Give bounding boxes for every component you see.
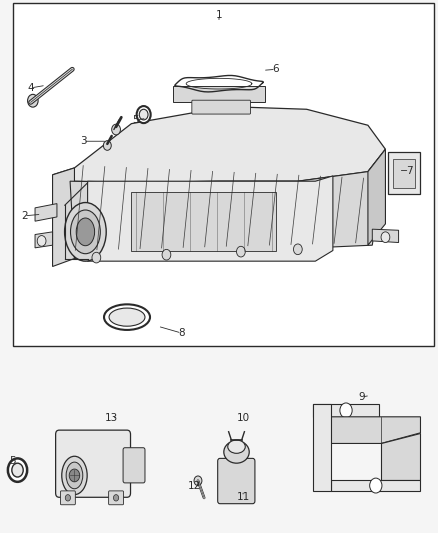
Text: 6: 6 bbox=[272, 64, 279, 74]
Circle shape bbox=[194, 476, 202, 486]
Ellipse shape bbox=[76, 218, 95, 246]
Ellipse shape bbox=[62, 456, 87, 495]
FancyBboxPatch shape bbox=[388, 152, 420, 194]
Ellipse shape bbox=[224, 441, 249, 463]
Circle shape bbox=[69, 469, 80, 482]
Polygon shape bbox=[313, 404, 379, 417]
Polygon shape bbox=[70, 149, 385, 259]
Ellipse shape bbox=[109, 308, 145, 326]
Polygon shape bbox=[368, 149, 385, 245]
Circle shape bbox=[92, 252, 101, 263]
Ellipse shape bbox=[104, 304, 150, 330]
Circle shape bbox=[340, 403, 352, 418]
Polygon shape bbox=[313, 404, 331, 491]
Circle shape bbox=[237, 246, 245, 257]
FancyBboxPatch shape bbox=[192, 100, 251, 114]
Ellipse shape bbox=[66, 462, 83, 489]
FancyBboxPatch shape bbox=[109, 491, 124, 505]
FancyBboxPatch shape bbox=[123, 448, 145, 483]
Circle shape bbox=[370, 478, 382, 493]
Text: 11: 11 bbox=[237, 492, 250, 502]
Circle shape bbox=[293, 244, 302, 255]
Polygon shape bbox=[53, 168, 74, 266]
FancyBboxPatch shape bbox=[173, 86, 265, 102]
Polygon shape bbox=[88, 176, 333, 261]
Ellipse shape bbox=[228, 440, 245, 453]
Text: 13: 13 bbox=[105, 414, 118, 423]
Text: 4: 4 bbox=[27, 83, 34, 93]
Polygon shape bbox=[331, 480, 420, 491]
Polygon shape bbox=[331, 417, 420, 443]
Text: 8: 8 bbox=[178, 328, 185, 338]
Text: 12: 12 bbox=[188, 481, 201, 491]
Circle shape bbox=[8, 458, 27, 482]
Circle shape bbox=[139, 109, 148, 120]
Text: 10: 10 bbox=[237, 414, 250, 423]
Circle shape bbox=[137, 106, 151, 123]
Text: 3: 3 bbox=[80, 136, 87, 146]
Circle shape bbox=[65, 495, 71, 501]
Text: 7: 7 bbox=[406, 166, 413, 175]
Ellipse shape bbox=[71, 210, 100, 254]
Text: 1: 1 bbox=[215, 10, 223, 20]
Text: 9: 9 bbox=[358, 392, 365, 402]
FancyBboxPatch shape bbox=[60, 491, 75, 505]
FancyBboxPatch shape bbox=[131, 192, 276, 251]
Circle shape bbox=[12, 463, 23, 477]
Circle shape bbox=[37, 236, 46, 246]
Polygon shape bbox=[372, 229, 399, 243]
Circle shape bbox=[103, 141, 111, 150]
Circle shape bbox=[112, 124, 120, 135]
Circle shape bbox=[28, 94, 38, 107]
FancyBboxPatch shape bbox=[393, 159, 415, 188]
Text: 5: 5 bbox=[132, 115, 139, 125]
Text: 5: 5 bbox=[9, 456, 16, 466]
Text: 2: 2 bbox=[21, 211, 28, 221]
Circle shape bbox=[162, 249, 171, 260]
FancyBboxPatch shape bbox=[218, 458, 255, 504]
FancyBboxPatch shape bbox=[13, 3, 434, 346]
Polygon shape bbox=[381, 433, 420, 480]
Circle shape bbox=[113, 495, 119, 501]
Ellipse shape bbox=[64, 203, 106, 261]
Polygon shape bbox=[35, 204, 57, 221]
Polygon shape bbox=[35, 232, 53, 248]
Circle shape bbox=[381, 232, 390, 243]
Polygon shape bbox=[53, 107, 385, 182]
FancyBboxPatch shape bbox=[56, 430, 131, 497]
